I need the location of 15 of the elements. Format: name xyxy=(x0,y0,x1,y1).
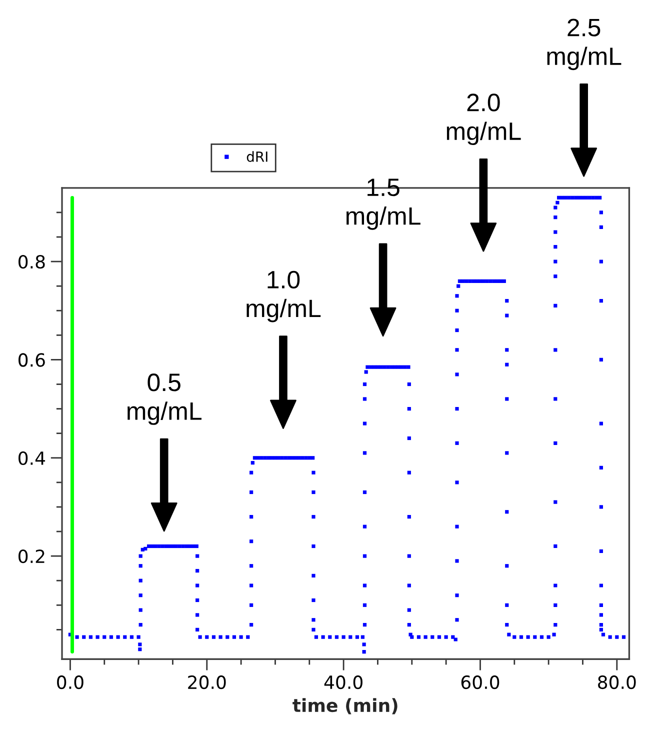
text: 2.0 mg/mL xyxy=(446,94,521,146)
annotation: 1.0 mg/mL xyxy=(246,270,321,322)
x-axis-title: time (min) xyxy=(292,698,398,714)
x-tick-label: 80.0 xyxy=(598,675,636,690)
x-tick-label: 60.0 xyxy=(461,675,500,690)
y-tick-label: 0.6 xyxy=(18,353,45,367)
y-tick-label: 0.8 xyxy=(18,254,45,269)
y-tick-label: 0.2 xyxy=(18,550,44,564)
x-tick-label: 0.0 xyxy=(57,675,84,690)
annotation: 0.5 mg/mL xyxy=(128,374,202,425)
legend-label: dRI xyxy=(246,151,268,162)
x-tick-label: 40.0 xyxy=(324,675,362,690)
text: 2.5 mg/mL xyxy=(547,18,622,70)
y-tick-label: 0.4 xyxy=(18,451,46,465)
x-tick-label: 20.0 xyxy=(188,675,226,690)
